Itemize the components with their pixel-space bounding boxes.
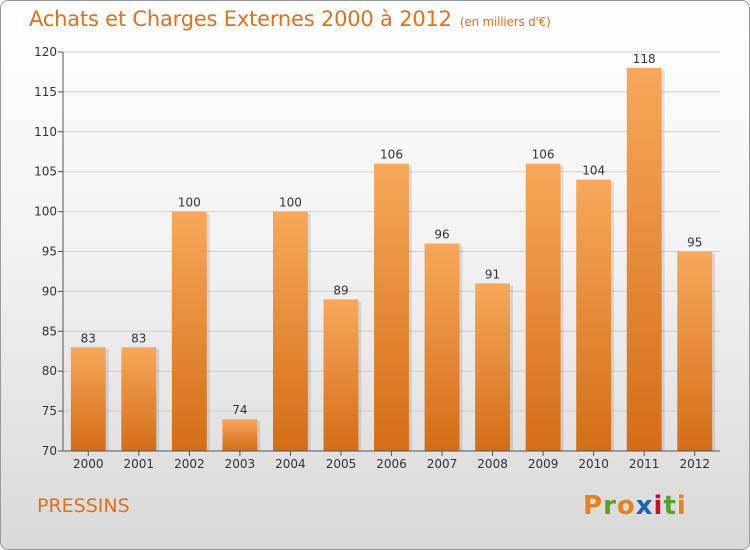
logo-letter: i: [676, 491, 687, 521]
bar: [677, 251, 713, 451]
y-tick-label: 75: [42, 404, 57, 418]
logo-letter: r: [603, 491, 617, 521]
data-label: 91: [485, 267, 500, 281]
x-tick-label: 2002: [174, 457, 205, 471]
data-label: 83: [81, 331, 96, 345]
x-tick-label: 2009: [528, 457, 559, 471]
x-tick-label: 2006: [376, 457, 407, 471]
chart-title: Achats et Charges Externes 2000 à 2012 (e…: [29, 7, 551, 31]
bar: [171, 211, 207, 451]
chart-unit: (en milliers d'€): [459, 15, 551, 29]
x-tick-label: 2007: [427, 457, 458, 471]
bar: [424, 243, 460, 451]
data-label: 104: [582, 164, 605, 178]
y-tick-label: 115: [34, 85, 57, 99]
y-tick-label: 95: [42, 245, 57, 259]
bar: [222, 419, 258, 451]
logo-letter: x: [635, 491, 654, 521]
bar: [626, 67, 662, 452]
data-label: 96: [434, 228, 449, 242]
data-label: 100: [279, 196, 302, 210]
y-tick-label: 100: [34, 205, 57, 219]
y-tick-label: 120: [34, 45, 57, 59]
bar: [576, 179, 612, 451]
data-label: 106: [380, 148, 403, 162]
y-tick-label: 90: [42, 284, 57, 298]
y-tick-label: 110: [34, 125, 57, 139]
x-tick-label: 2012: [679, 457, 710, 471]
logo-letter: o: [616, 491, 636, 521]
data-label: 74: [232, 403, 247, 417]
bar: [374, 163, 409, 451]
bar: [475, 283, 511, 451]
x-tick-label: 2008: [477, 457, 508, 471]
x-tick-label: 2003: [225, 457, 256, 471]
bar: [272, 211, 308, 451]
data-label: 106: [532, 148, 555, 162]
data-label: 118: [633, 52, 656, 66]
x-tick-label: 2000: [73, 457, 104, 471]
y-tick-label: 80: [42, 364, 57, 378]
x-tick-label: 2010: [578, 457, 609, 471]
x-tick-label: 2005: [326, 457, 357, 471]
y-tick-label: 105: [34, 165, 57, 179]
data-label: 100: [178, 196, 201, 210]
logo-letter: P: [583, 491, 604, 521]
data-label: 83: [131, 331, 146, 345]
x-tick-label: 2004: [275, 457, 306, 471]
x-tick-label: 2001: [124, 457, 155, 471]
data-label: 89: [333, 283, 348, 297]
y-tick-label: 70: [42, 444, 57, 458]
bar: [525, 163, 561, 451]
bar: [70, 347, 106, 451]
bar: [323, 299, 359, 451]
logo-letter: t: [663, 491, 677, 521]
x-tick-label: 2011: [629, 457, 660, 471]
commune-name: PRESSINS: [37, 495, 130, 517]
proxiti-logo[interactable]: Proxiti: [583, 491, 687, 521]
bar: [121, 347, 157, 451]
data-label: 95: [687, 236, 702, 250]
logo-letter: i: [653, 491, 664, 521]
y-tick-label: 85: [42, 324, 57, 338]
chart-title-text: Achats et Charges Externes 2000 à 2012: [29, 7, 452, 31]
